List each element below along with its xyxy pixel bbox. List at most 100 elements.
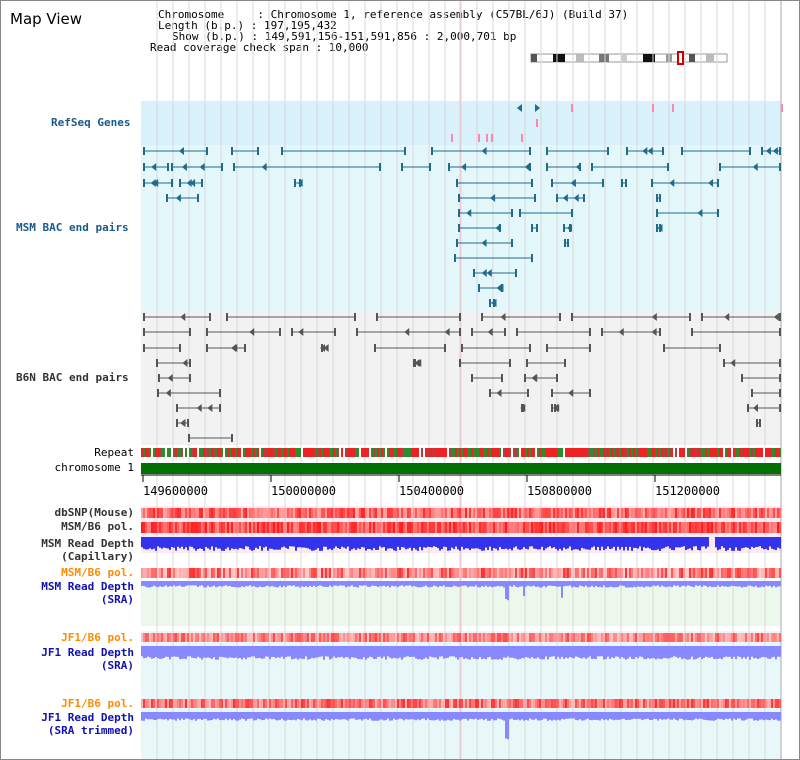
- polymorphism-cell: [311, 633, 313, 642]
- axis-tick-5: 151200000: [655, 484, 721, 498]
- polymorphism-cell: [493, 568, 495, 578]
- polymorphism-cell: [515, 522, 517, 533]
- depth-bar: [625, 537, 627, 547]
- depth-bar: [533, 712, 535, 720]
- track-label-refseq[interactable]: RefSeq Genes: [51, 116, 131, 129]
- depth-bar: [473, 581, 475, 587]
- polymorphism-cell: [609, 699, 611, 708]
- depth-bar: [639, 646, 641, 657]
- bac-end: [354, 313, 356, 321]
- polymorphism-cell: [347, 568, 349, 578]
- polymorphism-cell: [141, 508, 143, 518]
- polymorphism-cell: [565, 568, 567, 578]
- depth-bar: [645, 646, 647, 660]
- depth-bar: [399, 646, 401, 658]
- polymorphism-cell: [275, 568, 277, 578]
- repeat-bar: [329, 448, 331, 457]
- repeat-bar: [377, 448, 379, 457]
- polymorphism-cell: [187, 522, 189, 533]
- polymorphism-cell: [495, 508, 497, 518]
- polymorphism-cell: [247, 508, 249, 518]
- track-label-jf1-depth-sra-sub: (SRA): [100, 659, 134, 672]
- polymorphism-cell: [437, 699, 439, 708]
- depth-bar: [155, 581, 157, 587]
- depth-bar: [427, 712, 429, 719]
- polymorphism-cell: [595, 522, 597, 533]
- polymorphism-cell: [593, 699, 595, 708]
- polymorphism-cell: [623, 508, 625, 518]
- polymorphism-cell: [331, 699, 333, 708]
- polymorphism-cell: [381, 568, 383, 578]
- repeat-bar: [361, 448, 363, 457]
- depth-bar: [547, 581, 549, 586]
- depth-bar: [631, 646, 633, 659]
- depth-bar: [321, 646, 323, 657]
- polymorphism-cell: [555, 508, 557, 518]
- polymorphism-cell: [587, 522, 589, 533]
- polymorphism-cell: [477, 522, 479, 533]
- polymorphism-cell: [267, 568, 269, 578]
- polymorphism-cell: [643, 568, 645, 578]
- polymorphism-cell: [711, 522, 713, 533]
- depth-bar: [289, 537, 291, 547]
- polymorphism-cell: [193, 508, 195, 518]
- polymorphism-cell: [521, 699, 523, 708]
- depth-bar: [279, 581, 281, 586]
- depth-bar: [195, 646, 197, 659]
- repeat-bar: [179, 448, 181, 457]
- depth-bar: [549, 712, 551, 720]
- repeat-bar: [541, 448, 543, 457]
- polymorphism-cell: [323, 508, 325, 518]
- depth-bar: [689, 712, 691, 721]
- polymorphism-cell: [451, 522, 453, 533]
- depth-bar: [593, 646, 595, 659]
- depth-bar: [193, 646, 195, 658]
- depth-bar: [769, 712, 771, 721]
- bac-end: [779, 147, 781, 155]
- depth-bar: [521, 646, 523, 659]
- polymorphism-cell: [759, 633, 761, 642]
- bac-end: [536, 224, 538, 232]
- polymorphism-cell: [383, 508, 385, 518]
- depth-bar: [289, 581, 291, 586]
- depth-bar: [337, 646, 339, 658]
- polymorphism-cell: [399, 699, 401, 708]
- polymorphism-cell: [333, 522, 335, 533]
- polymorphism-cell: [515, 699, 517, 708]
- polymorphism-cell: [177, 699, 179, 708]
- depth-bar: [143, 712, 145, 721]
- polymorphism-cell: [679, 699, 681, 708]
- depth-bar: [599, 537, 601, 551]
- repeat-bar: [655, 448, 657, 457]
- polymorphism-cell: [499, 699, 501, 708]
- polymorphism-cell: [317, 568, 319, 578]
- depth-bar: [661, 537, 663, 549]
- depth-bar: [475, 646, 477, 660]
- depth-bar: [703, 646, 705, 658]
- polymorphism-cell: [559, 699, 561, 708]
- depth-bar: [505, 646, 507, 658]
- polymorphism-cell: [383, 568, 385, 578]
- axis-tick-4: 150800000: [527, 484, 593, 498]
- polymorphism-cell: [255, 633, 257, 642]
- polymorphism-cell: [779, 568, 781, 578]
- polymorphism-cell: [661, 568, 663, 578]
- depth-bar: [543, 646, 545, 660]
- depth-bar: [713, 712, 715, 721]
- polymorphism-cell: [609, 568, 611, 578]
- depth-bar: [459, 581, 461, 587]
- polymorphism-cell: [411, 522, 413, 533]
- depth-bar: [453, 646, 455, 657]
- depth-bar: [353, 712, 355, 719]
- depth-bar: [313, 646, 315, 659]
- depth-bar: [753, 712, 755, 721]
- depth-bar: [307, 537, 309, 549]
- depth-bar: [187, 581, 189, 586]
- track-label-b6n-bac[interactable]: B6N BAC end pairs: [16, 371, 129, 384]
- polymorphism-cell: [443, 568, 445, 578]
- track-label-msm-bac[interactable]: MSM BAC end pairs: [16, 221, 129, 234]
- depth-bar: [637, 646, 639, 659]
- polymorphism-cell: [659, 568, 661, 578]
- bac-end: [189, 374, 191, 382]
